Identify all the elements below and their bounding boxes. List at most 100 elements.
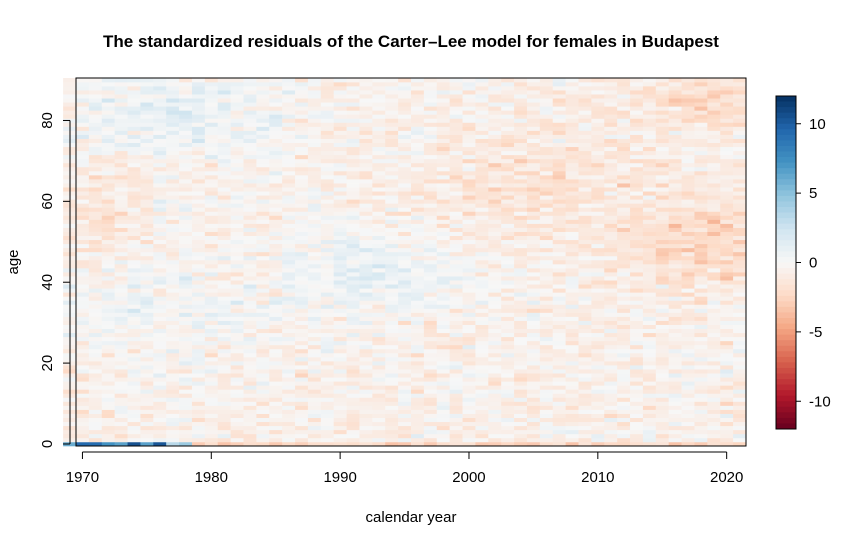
heatmap-cell: [269, 259, 283, 265]
heatmap-cell: [385, 179, 399, 184]
heatmap-cell: [359, 227, 373, 232]
heatmap-cell: [217, 134, 231, 139]
heatmap-cell: [655, 90, 669, 95]
heatmap-cell: [462, 300, 476, 305]
heatmap-cell: [204, 292, 219, 297]
heatmap-cell: [526, 110, 541, 115]
heatmap-cell: [359, 385, 373, 390]
heatmap-cell: [166, 385, 180, 390]
heatmap-cell: [449, 166, 463, 172]
heatmap-cell: [475, 223, 489, 228]
heatmap-cell: [449, 82, 463, 87]
heatmap-cell: [526, 231, 541, 237]
heatmap-cell: [398, 377, 412, 382]
heatmap-cell: [372, 175, 386, 180]
heatmap-cell: [76, 429, 90, 435]
heatmap-cell: [179, 397, 193, 402]
heatmap-cell: [153, 409, 167, 414]
heatmap-cell: [488, 126, 502, 131]
heatmap-cell: [552, 78, 566, 83]
heatmap-cell: [462, 397, 476, 402]
heatmap-cell: [166, 409, 180, 414]
heatmap-cell: [101, 106, 115, 111]
heatmap-cell: [591, 389, 605, 394]
heatmap-cell: [411, 235, 425, 241]
heatmap-cell: [346, 171, 360, 176]
heatmap-cell: [501, 122, 515, 127]
heatmap-cell: [655, 219, 669, 224]
heatmap-cell: [617, 328, 631, 334]
heatmap-cell: [668, 284, 682, 289]
heatmap-cell: [243, 158, 257, 164]
heatmap-cell: [707, 340, 721, 346]
heatmap-cell: [617, 183, 631, 188]
heatmap-cell: [423, 227, 438, 232]
heatmap-cell: [256, 154, 270, 160]
heatmap-cell: [488, 276, 502, 281]
heatmap-cell: [630, 195, 644, 200]
heatmap-cell: [578, 86, 592, 91]
heatmap-cell: [733, 328, 747, 334]
heatmap-cell: [372, 239, 386, 245]
heatmap-cell: [436, 146, 450, 152]
heatmap-cell: [578, 292, 592, 297]
heatmap-cell: [76, 94, 90, 99]
heatmap-cell: [694, 304, 708, 309]
heatmap-cell: [140, 223, 154, 228]
heatmap-cell: [668, 304, 682, 309]
heatmap-cell: [217, 94, 231, 99]
heatmap-cell: [462, 94, 476, 99]
heatmap-cell: [88, 114, 103, 119]
heatmap-cell: [539, 280, 554, 285]
heatmap-cell: [140, 437, 154, 443]
heatmap-cell: [642, 316, 657, 321]
heatmap-cell: [88, 304, 103, 309]
heatmap-cell: [398, 162, 412, 168]
heatmap-cell: [604, 191, 618, 196]
heatmap-cell: [642, 308, 657, 313]
heatmap-cell: [681, 122, 695, 127]
heatmap-cell: [243, 187, 257, 192]
heatmap-cell: [243, 369, 257, 374]
heatmap-cell: [720, 381, 734, 386]
heatmap-cell: [256, 324, 270, 330]
heatmap-cell: [269, 162, 283, 168]
heatmap-cell: [140, 134, 154, 139]
heatmap-cell: [127, 154, 141, 160]
heatmap-cell: [269, 142, 283, 148]
heatmap-cell: [191, 393, 206, 398]
heatmap-cell: [526, 280, 541, 285]
heatmap-cell: [707, 373, 721, 378]
heatmap-cell: [565, 284, 579, 289]
heatmap-cell: [642, 393, 657, 398]
heatmap-cell: [191, 421, 206, 427]
heatmap-cell: [398, 365, 412, 370]
heatmap-cell: [179, 393, 193, 398]
heatmap-cell: [539, 421, 554, 427]
heatmap-cell: [153, 259, 167, 265]
heatmap-cell: [642, 223, 657, 228]
heatmap-cell: [733, 203, 747, 208]
heatmap-cell: [153, 142, 167, 148]
heatmap-cell: [204, 154, 219, 160]
heatmap-cell: [191, 207, 206, 212]
heatmap-cell: [295, 413, 309, 418]
heatmap-cell: [127, 207, 141, 212]
heatmap-cell: [76, 421, 90, 427]
heatmap-cell: [449, 264, 463, 269]
heatmap-cell: [398, 207, 412, 212]
heatmap-cell: [733, 235, 747, 241]
heatmap-cell: [423, 272, 438, 277]
heatmap-cell: [320, 417, 334, 423]
heatmap-cell: [501, 146, 515, 152]
heatmap-cell: [488, 98, 502, 103]
heatmap-cell: [88, 381, 103, 386]
heatmap-cell: [526, 162, 541, 168]
heatmap-cell: [269, 405, 283, 410]
heatmap-cell: [179, 377, 193, 382]
heatmap-cell: [552, 336, 566, 342]
heatmap-cell: [127, 409, 141, 414]
heatmap-cell: [243, 211, 257, 216]
heatmap-cell: [269, 150, 283, 156]
heatmap-cell: [166, 373, 180, 378]
